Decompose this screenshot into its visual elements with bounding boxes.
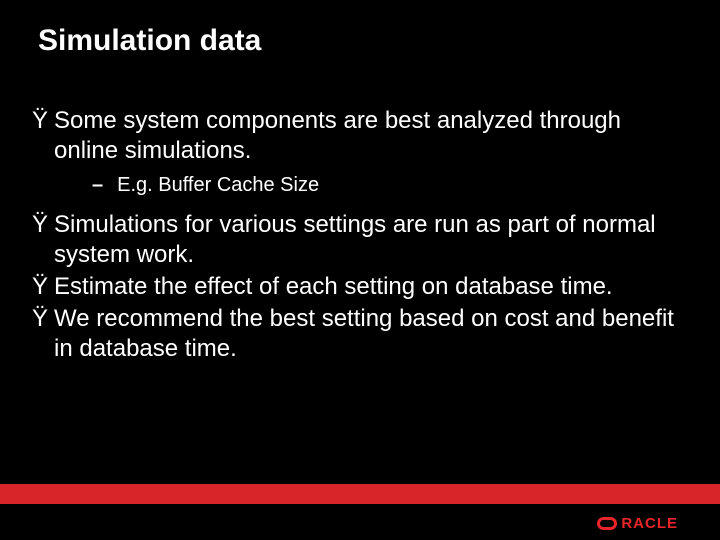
oracle-logo-text: RACLE	[621, 515, 678, 532]
bullet-text: Estimate the effect of each setting on d…	[54, 272, 613, 302]
bullet-item: Ÿ Estimate the effect of each setting on…	[32, 272, 688, 302]
oracle-logo: RACLE	[597, 515, 678, 532]
oracle-o-icon	[597, 517, 617, 530]
bullet-marker-icon: Ÿ	[32, 106, 48, 136]
slide-content: Ÿ Some system components are best analyz…	[32, 106, 688, 366]
bullet-text: Simulations for various settings are run…	[54, 210, 688, 270]
bullet-item: Ÿ Some system components are best analyz…	[32, 106, 688, 166]
bullet-item: Ÿ Simulations for various settings are r…	[32, 210, 688, 270]
slide-container: Simulation data Ÿ Some system components…	[0, 0, 720, 540]
slide-title: Simulation data	[38, 24, 261, 58]
sub-bullet-item: – E.g. Buffer Cache Size	[92, 172, 688, 198]
bullet-marker-icon: Ÿ	[32, 210, 48, 240]
footer-accent-bar	[0, 484, 720, 504]
bullet-item: Ÿ We recommend the best setting based on…	[32, 304, 688, 364]
bullet-marker-icon: Ÿ	[32, 304, 48, 334]
bullet-text: We recommend the best setting based on c…	[54, 304, 688, 364]
bullet-text: Some system components are best analyzed…	[54, 106, 688, 166]
bullet-marker-icon: Ÿ	[32, 272, 48, 302]
sub-bullet-marker-icon: –	[92, 172, 103, 198]
sub-bullet-text: E.g. Buffer Cache Size	[117, 172, 319, 198]
